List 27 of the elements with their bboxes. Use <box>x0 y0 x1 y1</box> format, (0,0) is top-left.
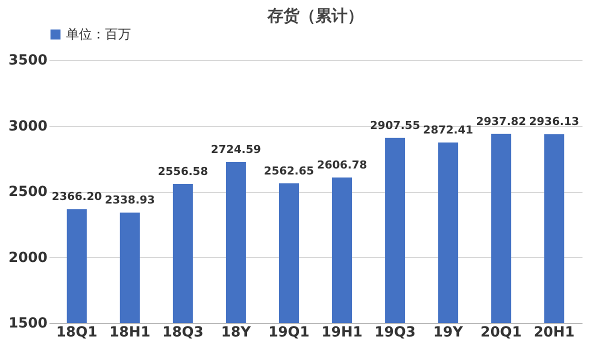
y-tick-label: 2000 <box>8 250 48 266</box>
text: 2937.82 <box>476 114 526 128</box>
text: 2366.20 <box>52 190 102 204</box>
x-tick-label: 18Q1 <box>56 324 98 340</box>
y-tick-label: 3500 <box>8 52 48 68</box>
x-tick-label: 20H1 <box>534 324 575 340</box>
text: 2338.93 <box>104 194 155 207</box>
x-tick-label: 19Y <box>433 324 464 340</box>
x-tick-label: 19H1 <box>322 324 362 340</box>
chart-title: 存货（累计） <box>266 6 364 25</box>
text: 2562.65 <box>264 164 314 178</box>
y-tick-label: 3000 <box>8 118 48 134</box>
x-tick-label: 19Q1 <box>268 324 310 340</box>
text: 2872.41 <box>423 124 474 137</box>
text: 2936.13 <box>529 115 580 128</box>
y-tick-label: 2500 <box>8 184 48 200</box>
y-tick-label: 1500 <box>8 316 48 332</box>
text: 2606.78 <box>316 158 368 172</box>
x-tick-label: 18Y <box>221 324 252 340</box>
text: 2556.58 <box>158 165 208 178</box>
text: 2724.59 <box>210 142 261 156</box>
legend-label: 单位：百万 <box>66 28 131 42</box>
x-tick-label: 18Q3 <box>162 324 204 340</box>
x-tick-label: 20Q1 <box>480 324 522 340</box>
x-tick-label: 19Q3 <box>374 324 416 340</box>
text: 2907.55 <box>370 118 420 132</box>
x-tick-label: 18H1 <box>109 324 150 340</box>
